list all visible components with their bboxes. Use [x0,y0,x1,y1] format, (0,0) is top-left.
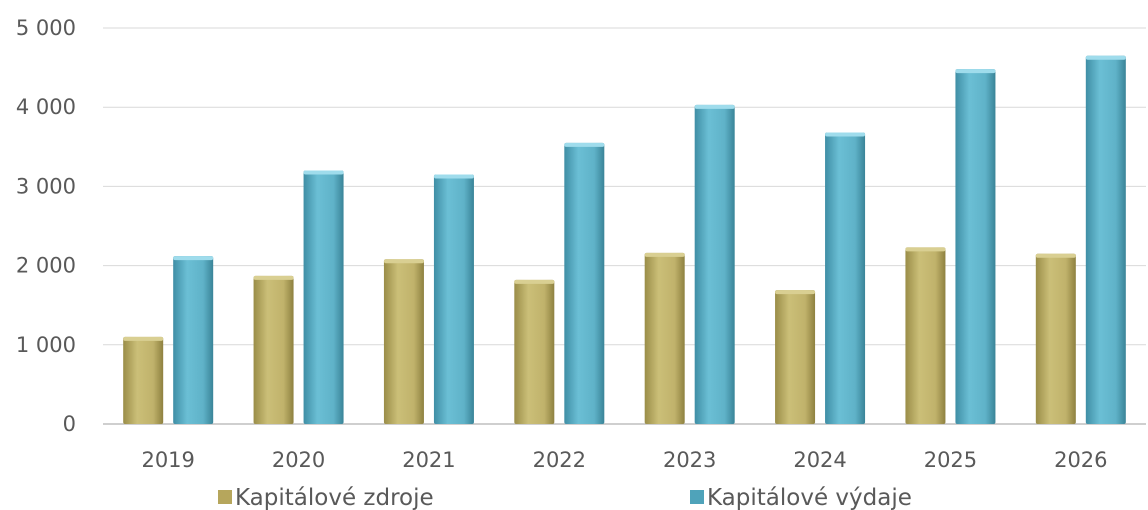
bar-zdroje-2020 [253,275,294,424]
y-tick-label: 1 000 [16,333,76,357]
y-axis-ticks: 0 1 000 2 000 3 000 4 000 5 000 [16,16,76,436]
bar-top-zdroje-2023 [644,252,685,257]
x-tick-label: 2022 [533,448,586,472]
bar-vydaje-2025 [955,69,996,425]
bar-top-vydaje-2022 [564,142,605,147]
legend: Kapitálové zdroje Kapitálové výdaje [218,485,912,510]
x-axis-ticks: 2019 2020 2021 2022 2023 2024 2025 2026 [141,448,1107,472]
bar-vydaje-2019 [173,256,214,424]
bar-top-zdroje-2025 [905,247,946,252]
bar-zdroje-2023 [644,252,685,424]
bar-top-zdroje-2019 [123,336,164,341]
bar-vydaje-2026 [1085,55,1126,424]
y-tick-label: 5 000 [16,16,76,40]
bar-zdroje-2024 [775,290,816,424]
bar-zdroje-2021 [383,259,424,424]
bar-top-zdroje-2020 [253,275,294,280]
y-tick-label: 3 000 [16,174,76,198]
bar-top-vydaje-2019 [173,256,214,261]
bar-zdroje-2026 [1035,253,1076,424]
bar-top-vydaje-2024 [825,132,866,137]
bar-top-zdroje-2021 [383,259,424,264]
legend-item-vydaje: Kapitálové výdaje [690,485,912,510]
x-tick-label: 2024 [793,448,846,472]
x-tick-label: 2021 [402,448,455,472]
legend-item-zdroje: Kapitálové zdroje [218,485,434,510]
bar-vydaje-2023 [694,104,735,424]
legend-swatch-zdroje [218,490,232,504]
bars [123,55,1126,425]
y-tick-label: 0 [63,412,76,436]
x-tick-label: 2026 [1054,448,1107,472]
bar-zdroje-2019 [123,336,164,424]
y-tick-label: 2 000 [16,254,76,278]
x-tick-label: 2020 [272,448,325,472]
bar-vydaje-2021 [433,174,474,424]
x-tick-label: 2023 [663,448,716,472]
legend-swatch-vydaje [690,490,704,504]
bar-vydaje-2024 [825,132,866,424]
bar-zdroje-2025 [905,247,946,424]
legend-label-zdroje: Kapitálové zdroje [235,485,434,510]
bar-top-zdroje-2024 [775,290,816,295]
x-tick-label: 2019 [141,448,194,472]
bar-zdroje-2022 [514,279,555,424]
bar-vydaje-2022 [564,142,605,424]
bar-top-vydaje-2023 [694,104,735,109]
bar-top-vydaje-2020 [303,170,344,175]
bar-top-vydaje-2021 [433,174,474,179]
bar-top-vydaje-2025 [955,69,996,74]
bar-top-zdroje-2022 [514,279,555,284]
bar-top-vydaje-2026 [1085,55,1126,60]
bar-top-zdroje-2026 [1035,253,1076,258]
y-tick-label: 4 000 [16,95,76,119]
x-tick-label: 2025 [924,448,977,472]
bar-vydaje-2020 [303,170,344,424]
legend-label-vydaje: Kapitálové výdaje [707,485,912,510]
